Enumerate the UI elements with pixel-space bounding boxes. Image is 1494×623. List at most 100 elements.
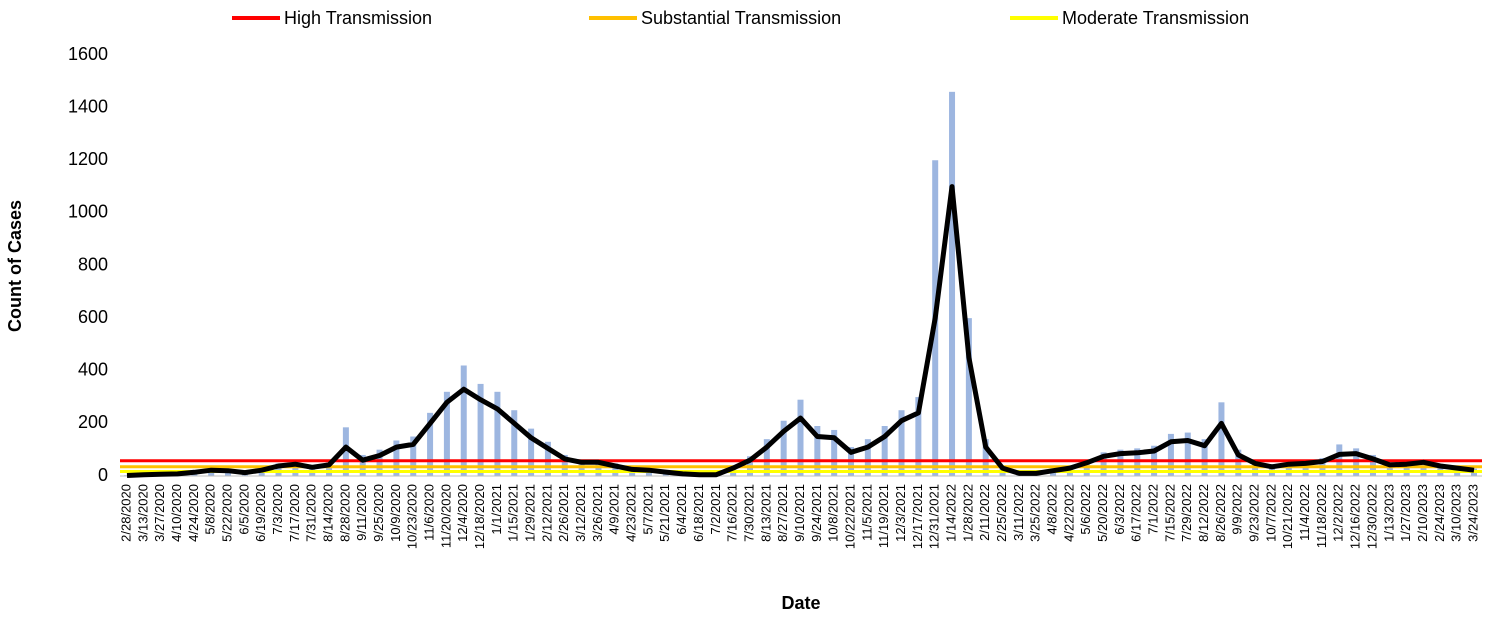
x-tick-label: 5/22/2020 bbox=[219, 484, 234, 542]
bar bbox=[511, 410, 518, 476]
x-tick-label: 1/14/2022 bbox=[943, 484, 958, 542]
bar bbox=[342, 427, 349, 476]
x-tick-label: 2/12/2021 bbox=[539, 484, 554, 542]
bar bbox=[1184, 432, 1191, 476]
bar bbox=[915, 397, 922, 476]
bar bbox=[275, 463, 282, 476]
x-tick-label: 8/13/2021 bbox=[758, 484, 773, 542]
bar bbox=[1437, 463, 1444, 476]
legend-label: Moderate Transmission bbox=[1062, 8, 1249, 28]
bar bbox=[1386, 462, 1393, 476]
x-tick-label: 10/7/2022 bbox=[1263, 484, 1278, 542]
x-tick-label: 9/25/2020 bbox=[371, 484, 386, 542]
x-tick-label: 6/3/2022 bbox=[1112, 484, 1127, 535]
x-tick-label: 8/14/2020 bbox=[320, 484, 335, 542]
bar bbox=[292, 461, 299, 476]
x-tick-label: 4/9/2021 bbox=[607, 484, 622, 535]
x-tick-label: 2/26/2021 bbox=[556, 484, 571, 542]
x-tick-label: 7/17/2020 bbox=[287, 484, 302, 542]
bar bbox=[1285, 461, 1292, 476]
legend-label: High Transmission bbox=[284, 8, 432, 28]
y-tick-label: 600 bbox=[78, 307, 108, 327]
x-tick-label: 9/11/2020 bbox=[354, 484, 369, 541]
x-tick-label: 10/8/2021 bbox=[826, 484, 841, 542]
x-tick-label: 8/28/2020 bbox=[337, 484, 352, 542]
x-tick-label: 11/4/2022 bbox=[1297, 484, 1312, 541]
bar bbox=[443, 391, 450, 476]
x-tick-label: 5/6/2022 bbox=[1078, 484, 1093, 535]
x-tick-label: 4/8/2022 bbox=[1045, 484, 1060, 535]
x-tick-label: 11/19/2021 bbox=[876, 484, 891, 548]
x-tick-label: 3/11/2022 bbox=[1011, 484, 1026, 541]
bar bbox=[797, 399, 804, 476]
x-tick-label: 7/3/2020 bbox=[270, 484, 285, 535]
x-tick-label: 8/26/2022 bbox=[1213, 484, 1228, 542]
x-tick-label: 4/24/2020 bbox=[186, 484, 201, 542]
x-tick-label: 6/17/2022 bbox=[1129, 484, 1144, 542]
x-tick-label: 3/12/2021 bbox=[573, 484, 588, 542]
y-tick-label: 1400 bbox=[68, 96, 108, 116]
bar bbox=[965, 318, 972, 476]
y-tick-label: 1200 bbox=[68, 149, 108, 169]
x-tick-label: 12/18/2020 bbox=[472, 484, 487, 549]
y-tick-label: 1000 bbox=[68, 202, 108, 222]
x-tick-label: 3/27/2020 bbox=[152, 484, 167, 542]
x-tick-label: 4/22/2022 bbox=[1061, 484, 1076, 542]
x-tick-label: 4/23/2021 bbox=[624, 484, 639, 542]
y-tick-label: 1600 bbox=[68, 44, 108, 64]
x-tick-label: 12/31/2021 bbox=[927, 484, 942, 549]
bar bbox=[1201, 439, 1208, 476]
x-tick-label: 5/8/2020 bbox=[203, 484, 218, 535]
x-tick-label: 9/23/2022 bbox=[1247, 484, 1262, 542]
x-tick-label: 10/9/2020 bbox=[388, 484, 403, 542]
bar bbox=[780, 420, 787, 476]
x-tick-label: 7/2/2021 bbox=[708, 484, 723, 535]
x-tick-label: 3/26/2021 bbox=[590, 484, 605, 542]
x-tick-label: 1/1/2021 bbox=[489, 484, 504, 535]
y-tick-label: 0 bbox=[98, 465, 108, 485]
bar bbox=[494, 391, 501, 476]
bar bbox=[1117, 449, 1124, 476]
x-tick-label: 12/30/2022 bbox=[1364, 484, 1379, 549]
x-tick-label: 11/20/2020 bbox=[438, 484, 453, 548]
x-tick-label: 12/16/2022 bbox=[1348, 484, 1363, 549]
bar bbox=[881, 426, 888, 476]
x-tick-label: 12/4/2020 bbox=[455, 484, 470, 542]
x-tick-label: 3/10/2023 bbox=[1449, 484, 1464, 542]
x-tick-label: 2/28/2020 bbox=[118, 484, 133, 542]
x-tick-label: 6/19/2020 bbox=[253, 484, 268, 542]
x-tick-label: 11/5/2021 bbox=[859, 484, 874, 541]
x-tick-label: 6/4/2021 bbox=[674, 484, 689, 535]
bar bbox=[460, 365, 467, 476]
x-tick-label: 10/22/2021 bbox=[842, 484, 857, 549]
legend-label: Substantial Transmission bbox=[641, 8, 841, 28]
y-tick-label: 400 bbox=[78, 360, 108, 380]
bar bbox=[1218, 402, 1225, 476]
bar bbox=[864, 439, 871, 476]
x-tick-label: 9/9/2022 bbox=[1230, 484, 1245, 535]
bar bbox=[477, 383, 484, 476]
x-tick-label: 7/1/2022 bbox=[1146, 484, 1161, 535]
bar bbox=[410, 436, 417, 476]
x-tick-label: 8/12/2022 bbox=[1196, 484, 1211, 542]
x-tick-label: 1/29/2021 bbox=[523, 484, 538, 542]
bar bbox=[528, 428, 535, 476]
x-tick-label: 11/18/2022 bbox=[1314, 484, 1329, 548]
x-tick-label: 7/31/2020 bbox=[304, 484, 319, 542]
x-tick-label: 12/2/2022 bbox=[1331, 484, 1346, 542]
x-tick-label: 2/10/2023 bbox=[1415, 484, 1430, 542]
x-tick-label: 6/18/2021 bbox=[691, 484, 706, 542]
x-tick-label: 1/15/2021 bbox=[506, 484, 521, 542]
x-tick-label: 5/21/2021 bbox=[657, 484, 672, 542]
y-tick-label: 800 bbox=[78, 254, 108, 274]
bar bbox=[982, 439, 989, 476]
x-tick-label: 12/3/2021 bbox=[893, 484, 908, 542]
x-tick-label: 3/25/2022 bbox=[1028, 484, 1043, 542]
x-tick-label: 4/10/2020 bbox=[169, 484, 184, 542]
x-tick-label: 6/5/2020 bbox=[236, 484, 251, 535]
x-tick-label: 9/24/2021 bbox=[809, 484, 824, 542]
x-tick-label: 7/30/2021 bbox=[741, 484, 756, 542]
x-tick-label: 1/27/2023 bbox=[1398, 484, 1413, 542]
bar bbox=[427, 412, 434, 476]
